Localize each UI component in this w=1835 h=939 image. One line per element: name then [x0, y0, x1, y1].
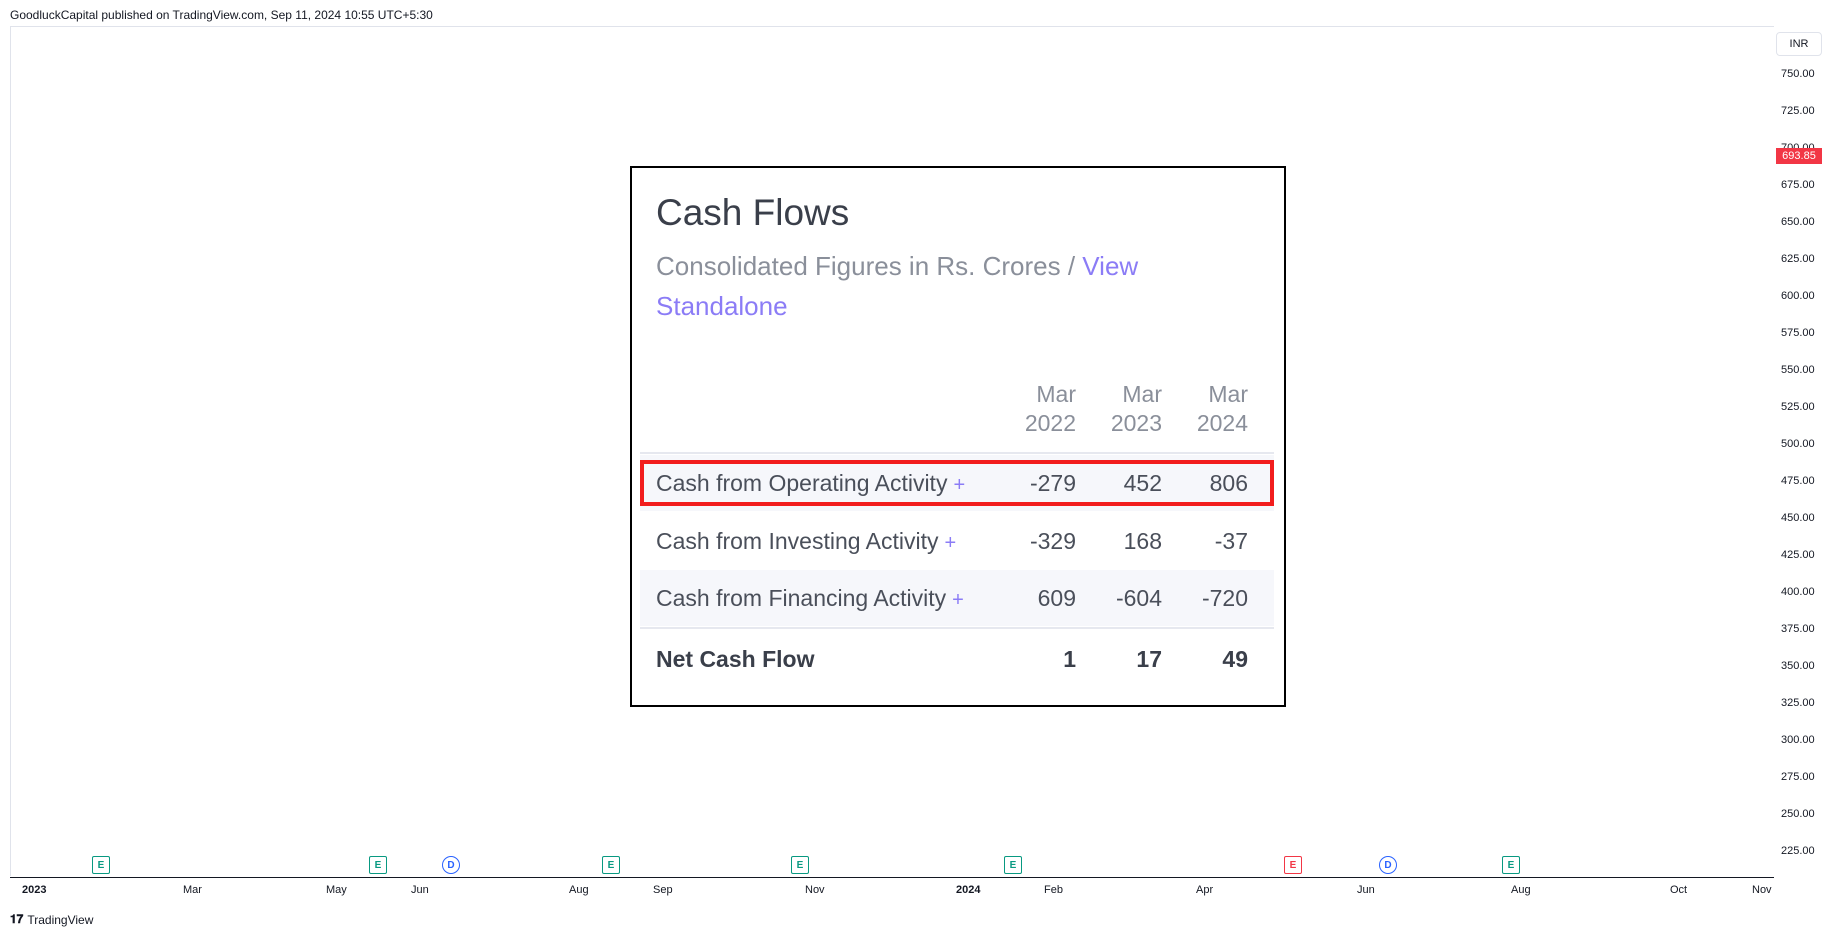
- time-label: Aug: [1511, 884, 1531, 896]
- price-tick: 450.00: [1781, 512, 1815, 524]
- price-tick: 375.00: [1781, 623, 1815, 635]
- time-label: Feb: [1044, 884, 1063, 896]
- price-tick: 650.00: [1781, 216, 1815, 228]
- earnings-event-icon[interactable]: E: [602, 856, 620, 874]
- price-tick: 625.00: [1781, 253, 1815, 265]
- price-tick: 750.00: [1781, 68, 1815, 80]
- time-label: Oct: [1670, 884, 1688, 896]
- price-tick: 325.00: [1781, 697, 1815, 709]
- column-month: Mar: [1036, 381, 1076, 407]
- row-value: 17: [1136, 645, 1162, 672]
- footer-brand[interactable]: TradingView: [27, 912, 94, 927]
- expand-plus-icon[interactable]: +: [944, 531, 957, 554]
- price-tick: 275.00: [1781, 771, 1815, 783]
- column-month: Mar: [1208, 381, 1248, 407]
- price-tick: 675.00: [1781, 179, 1815, 191]
- column-header: Mar 2023: [1092, 380, 1162, 438]
- price-tick: 525.00: [1781, 401, 1815, 413]
- row-value: 452: [1123, 469, 1162, 496]
- earnings-event-icon[interactable]: E: [369, 856, 387, 874]
- price-tick: 425.00: [1781, 549, 1815, 561]
- view-standalone-link[interactable]: View Standalone: [656, 251, 1139, 321]
- time-label: Nov: [1752, 884, 1772, 896]
- expand-plus-icon[interactable]: +: [952, 588, 964, 611]
- expand-plus-icon[interactable]: +: [953, 473, 966, 496]
- earnings-event-icon[interactable]: E: [791, 856, 809, 874]
- time-label: Sep: [653, 884, 673, 896]
- time-label: Jun: [1357, 884, 1375, 896]
- highlight-box: [640, 460, 1274, 506]
- time-label: May: [326, 884, 347, 896]
- price-tick: 725.00: [1781, 105, 1815, 117]
- card-subtitle: Consolidated Figures in Rs. Crores / Vie…: [656, 246, 1176, 326]
- table-row: Cash from Investing Activity + -329 168 -…: [640, 513, 1274, 569]
- time-label: 2024: [956, 884, 981, 896]
- row-label[interactable]: Cash from Operating Activity +: [656, 469, 966, 496]
- header-divider: [640, 452, 1274, 454]
- footer: 𝟏𝟕 TradingView: [10, 912, 93, 927]
- column-year: 2022: [1024, 410, 1076, 436]
- price-tick: 575.00: [1781, 327, 1815, 339]
- column-year: 2023: [1110, 410, 1162, 436]
- table-row: Cash from Operating Activity + -279 452 8…: [640, 455, 1274, 511]
- time-label: Aug: [569, 884, 589, 896]
- column-month: Mar: [1122, 381, 1162, 407]
- price-tick: 300.00: [1781, 734, 1815, 746]
- column-header: Mar 2024: [1178, 380, 1248, 438]
- current-price-label: 693.85: [1776, 148, 1822, 164]
- column-year: 2024: [1196, 410, 1248, 436]
- price-tick: 400.00: [1781, 586, 1815, 598]
- row-label[interactable]: Cash from Financing Activity +: [656, 584, 964, 611]
- price-tick: 500.00: [1781, 438, 1815, 450]
- price-tick: 475.00: [1781, 475, 1815, 487]
- time-label: Jun: [411, 884, 429, 896]
- row-value: -720: [1201, 584, 1248, 611]
- price-tick: 225.00: [1781, 845, 1815, 857]
- cash-flows-card: Cash Flows Consolidated Figures in Rs. C…: [630, 166, 1286, 707]
- row-value: 1: [1063, 645, 1076, 672]
- publish-info: GoodluckCapital published on TradingView…: [10, 8, 433, 22]
- card-title: Cash Flows: [656, 192, 850, 233]
- price-tick: 250.00: [1781, 808, 1815, 820]
- row-value: -279: [1029, 469, 1076, 496]
- price-tick: 350.00: [1781, 660, 1815, 672]
- price-tick: 550.00: [1781, 364, 1815, 376]
- row-value: 806: [1209, 469, 1248, 496]
- time-label: Nov: [805, 884, 825, 896]
- table-row-total: Net Cash Flow 1 17 49: [640, 631, 1274, 687]
- subtitle-text: Consolidated Figures in Rs. Crores /: [656, 251, 1083, 281]
- chart-pane[interactable]: [10, 26, 1774, 876]
- row-value: -37: [1214, 527, 1248, 554]
- row-label[interactable]: Cash from Investing Activity +: [656, 527, 957, 554]
- earnings-event-icon[interactable]: E: [1284, 856, 1302, 874]
- total-divider: [640, 627, 1274, 629]
- earnings-event-icon[interactable]: E: [1502, 856, 1520, 874]
- row-label: Net Cash Flow: [656, 645, 815, 672]
- time-label: 2023: [22, 884, 47, 896]
- earnings-event-icon[interactable]: E: [92, 856, 110, 874]
- currency-button[interactable]: INR: [1776, 32, 1822, 56]
- earnings-event-icon[interactable]: E: [1004, 856, 1022, 874]
- row-value: 49: [1222, 645, 1248, 672]
- row-value: -604: [1115, 584, 1162, 611]
- time-label: Mar: [183, 884, 202, 896]
- dividend-event-icon[interactable]: D: [1379, 856, 1397, 874]
- row-value: -329: [1029, 527, 1076, 554]
- column-header: Mar 2022: [1006, 380, 1076, 438]
- price-tick: 600.00: [1781, 290, 1815, 302]
- dividend-event-icon[interactable]: D: [442, 856, 460, 874]
- time-axis-line: [10, 877, 1774, 878]
- table-row: Cash from Financing Activity + 609 -604 -…: [640, 570, 1274, 626]
- tradingview-logo-icon[interactable]: 𝟏𝟕: [10, 912, 24, 926]
- row-value: 168: [1123, 527, 1162, 554]
- time-label: Apr: [1196, 884, 1214, 896]
- row-value: 609: [1037, 584, 1076, 611]
